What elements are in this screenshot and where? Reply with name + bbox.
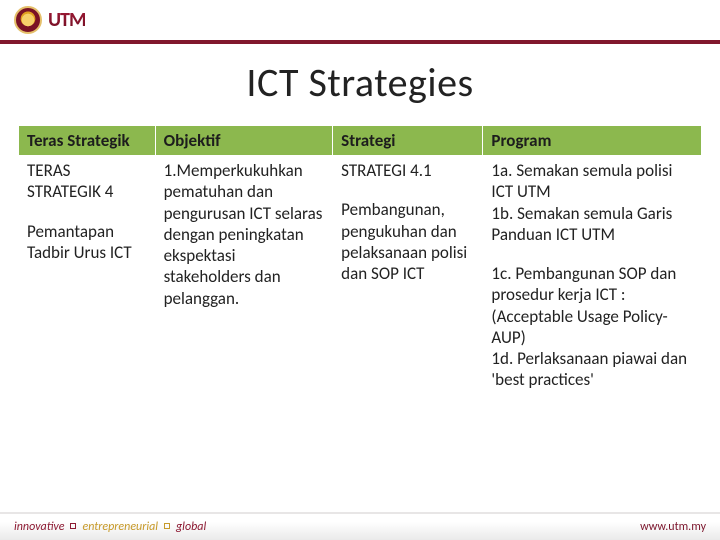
- strategi-title: STRATEGI 4.1: [341, 160, 474, 181]
- col-strategi: Strategi: [333, 126, 483, 156]
- program-1b: 1b. Semakan semula Garis Panduan ICT UTM: [491, 203, 693, 246]
- table-header-row: Teras Strategik Objektif Strategi Progra…: [19, 126, 702, 156]
- program-1d: 1d. Perlaksanaan piawai dan 'best practi…: [491, 348, 693, 391]
- col-program: Program: [483, 126, 702, 156]
- square-icon: [70, 523, 76, 529]
- teras-title: TERAS STRATEGIK 4: [27, 160, 147, 203]
- program-1a: 1a. Semakan semula polisi ICT UTM: [491, 160, 693, 203]
- cell-strategi: STRATEGI 4.1 Pembangunan, pengukuhan dan…: [333, 156, 483, 396]
- cell-program: 1a. Semakan semula polisi ICT UTM 1b. Se…: [483, 156, 702, 396]
- footer-word-3: global: [176, 520, 206, 534]
- col-teras: Teras Strategik: [19, 126, 156, 156]
- slide: UTM ICT Strategies Teras Strategik Objek…: [0, 0, 720, 540]
- page-title: ICT Strategies: [0, 58, 720, 107]
- logo-seal-icon: [14, 6, 42, 34]
- cell-teras: TERAS STRATEGIK 4 Pemantapan Tadbir Urus…: [19, 156, 156, 396]
- logo-text: UTM: [48, 8, 85, 32]
- program-1c: 1c. Pembangunan SOP dan prosedur kerja I…: [491, 263, 693, 348]
- logo: UTM: [14, 6, 85, 34]
- footer-word-1: innovative: [14, 520, 64, 534]
- objektif-text: 1.Memperkukuhkan pematuhan dan pengurusa…: [164, 160, 325, 309]
- col-objektif: Objektif: [155, 126, 333, 156]
- strategi-body: Pembangunan, pengukuhan dan pelaksanaan …: [341, 199, 474, 284]
- footer-bar: innovative entrepreneurial global www.ut…: [0, 512, 720, 540]
- cell-objektif: 1.Memperkukuhkan pematuhan dan pengurusa…: [155, 156, 333, 396]
- header-bar: UTM: [0, 0, 720, 44]
- footer-word-2: entrepreneurial: [82, 520, 158, 534]
- footer-url: www.utm.my: [640, 520, 706, 534]
- teras-sub: Pemantapan Tadbir Urus ICT: [27, 221, 147, 264]
- table-row: TERAS STRATEGIK 4 Pemantapan Tadbir Urus…: [19, 156, 702, 396]
- strategies-table: Teras Strategik Objektif Strategi Progra…: [18, 125, 702, 396]
- square-icon: [164, 523, 170, 529]
